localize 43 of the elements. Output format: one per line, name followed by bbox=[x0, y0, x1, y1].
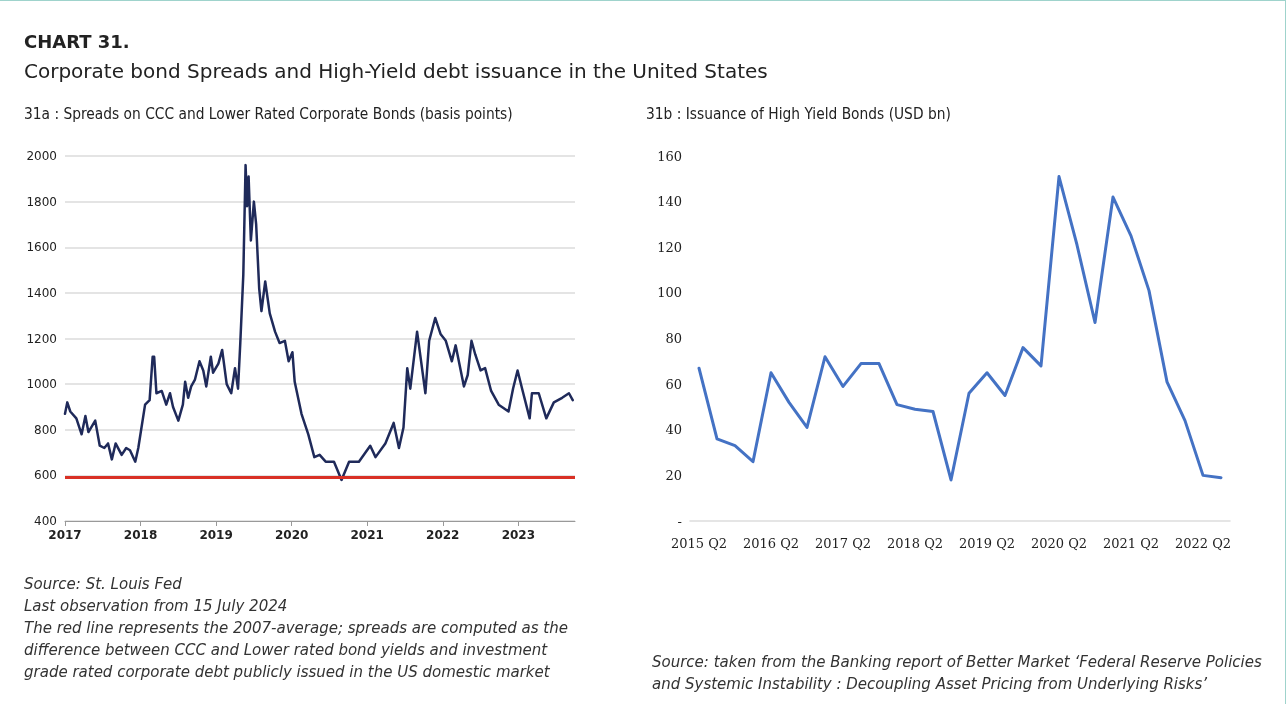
y-tick-label: 120 bbox=[657, 239, 682, 255]
x-tick-label: 2018 Q2 bbox=[886, 536, 944, 551]
y-tick-label: 60 bbox=[665, 376, 682, 392]
line-series bbox=[697, 175, 1223, 482]
x-tick-label: 2019 bbox=[199, 528, 233, 542]
line-series bbox=[63, 163, 574, 482]
x-tick-label: 2015 Q2 bbox=[670, 536, 728, 551]
text: Corporate bond Spreads and High-Yield debt issuance in the United States bbox=[24, 59, 768, 83]
y-tick-label: 80 bbox=[665, 331, 682, 346]
x-tick-label: 2021 Q2 bbox=[1102, 536, 1160, 551]
source-note: Source: taken from the Banking report of Better Market ‘Federal Reserve Policies and Systemic Instability : Decoupling Asset Pricing from Underlying Risks’ bbox=[652, 652, 1263, 695]
x-tick-label: 2017 bbox=[48, 528, 82, 542]
x-tick-label: 2017 Q2 bbox=[814, 536, 872, 551]
caption: CHART 31. bbox=[24, 31, 130, 52]
y-tick-label: 400 bbox=[34, 514, 57, 528]
text: The red line represents the 2007-average; spreads are computed as the difference between CCC and Lower rated bond yields and investment grade rated corporate debt publicly issued in the US domestic market bbox=[24, 618, 569, 683]
y-tick-label: 1200 bbox=[26, 331, 57, 346]
y-tick-label: 140 bbox=[657, 194, 682, 210]
text: Last observation from 15 July 2024 bbox=[24, 596, 289, 617]
chart-title: 31a : Spreads on CCC and Lower Rated Corporate Bonds (basis points) bbox=[24, 105, 513, 123]
x-tick-label: 2022 bbox=[426, 528, 460, 542]
y-tick-label: 1600 bbox=[26, 240, 57, 255]
y-tick-label: 600 bbox=[34, 468, 57, 483]
y-tick-label: 2000 bbox=[26, 149, 57, 163]
y-tick-label: 1400 bbox=[26, 285, 57, 300]
x-tick-label: 2022 Q2 bbox=[1174, 536, 1232, 551]
x-tick-label: 2016 Q2 bbox=[742, 536, 800, 551]
chart-title: 31b : Issuance of High Yield Bonds (USD bn) bbox=[646, 105, 951, 123]
y-tick-label: 1800 bbox=[26, 194, 57, 209]
y-tick-label: 40 bbox=[665, 422, 682, 438]
y-tick-label: 800 bbox=[34, 422, 57, 437]
source-note: Source: St. Louis Fed bbox=[24, 574, 183, 595]
x-tick-label: 2019 Q2 bbox=[958, 536, 1016, 551]
x-tick-label: 2021 bbox=[350, 528, 384, 542]
y-tick-label: 160 bbox=[657, 148, 682, 164]
x-tick-label: 2020 Q2 bbox=[1030, 536, 1088, 551]
y-tick-label: 100 bbox=[657, 285, 682, 301]
y-tick-label: 20 bbox=[665, 467, 682, 483]
x-tick-label: 2018 bbox=[123, 528, 158, 542]
y-tick-label: 1000 bbox=[26, 377, 57, 392]
x-tick-label: 2020 bbox=[274, 528, 309, 542]
x-tick-label: 2023 bbox=[501, 528, 536, 542]
y-tick-label: - bbox=[677, 513, 682, 529]
